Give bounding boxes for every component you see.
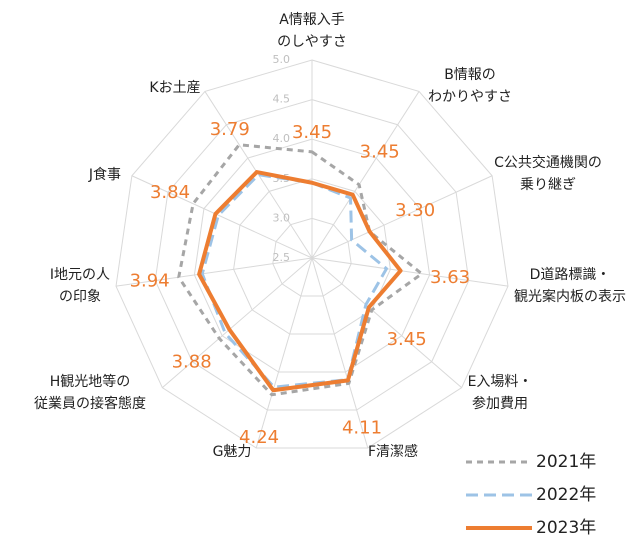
category-label: C公共交通機関の <box>494 154 602 171</box>
axis-spoke <box>311 257 462 389</box>
grid-ring <box>272 217 352 297</box>
category-label: Kお土産 <box>149 80 200 96</box>
tick-label: 5.0 <box>273 53 291 66</box>
series-line <box>197 170 403 393</box>
grid-ring <box>154 99 470 411</box>
value-label: 3.45 <box>292 122 332 143</box>
tick-label: 3.0 <box>273 211 291 224</box>
grid-ring <box>115 59 509 449</box>
axis-spoke <box>131 175 313 259</box>
category-label: F清潔感 <box>368 443 418 460</box>
category-label: A情報入手 <box>279 12 345 28</box>
axis-spoke <box>204 91 313 259</box>
category-label: 参加費用 <box>472 395 528 412</box>
axis-spoke <box>311 257 509 287</box>
value-label: 3.45 <box>387 329 427 350</box>
category-label: 従業員の接客態度 <box>34 395 146 412</box>
series-line <box>200 173 388 389</box>
axis-spoke <box>162 257 313 389</box>
category-label: B情報の <box>444 67 496 83</box>
value-label: 3.79 <box>210 119 250 140</box>
value-label: 3.88 <box>172 351 212 372</box>
axis-spoke <box>311 91 420 259</box>
category-label: のしやすさ <box>277 34 347 50</box>
legend-label: 2023年 <box>536 518 596 538</box>
value-label: 3.45 <box>360 142 400 163</box>
tick-label: 4.0 <box>273 132 291 145</box>
category-label: D道路標識・ <box>530 267 611 283</box>
category-label: J食事 <box>88 166 121 183</box>
tick-label: 4.5 <box>273 93 291 106</box>
axis-spoke <box>311 175 493 259</box>
axis-spoke <box>311 257 369 449</box>
value-label: 3.30 <box>395 200 435 221</box>
category-label: 観光案内板の表示 <box>514 288 626 305</box>
legend-label: 2022年 <box>536 485 596 505</box>
value-label: 3.94 <box>130 270 170 291</box>
value-label: 4.24 <box>239 427 279 448</box>
axis-spoke <box>255 257 313 449</box>
category-label: G魅力 <box>213 444 252 460</box>
category-label: I地元の人 <box>50 267 110 283</box>
category-label: 乗り継ぎ <box>520 177 576 193</box>
grid-ring <box>193 138 431 373</box>
value-label: 3.84 <box>150 182 190 203</box>
value-label: 3.63 <box>430 267 470 288</box>
value-label: 4.11 <box>342 417 382 438</box>
category-label: H観光地等の <box>50 373 131 390</box>
legend-label: 2021年 <box>536 452 596 472</box>
category-label: の印象 <box>59 289 101 305</box>
category-label: E入場料・ <box>468 374 533 390</box>
grid-ring <box>233 178 391 335</box>
tick-label: 2.5 <box>273 251 291 264</box>
category-label: わかりやすさ <box>428 89 512 105</box>
axis-spoke <box>115 257 313 287</box>
